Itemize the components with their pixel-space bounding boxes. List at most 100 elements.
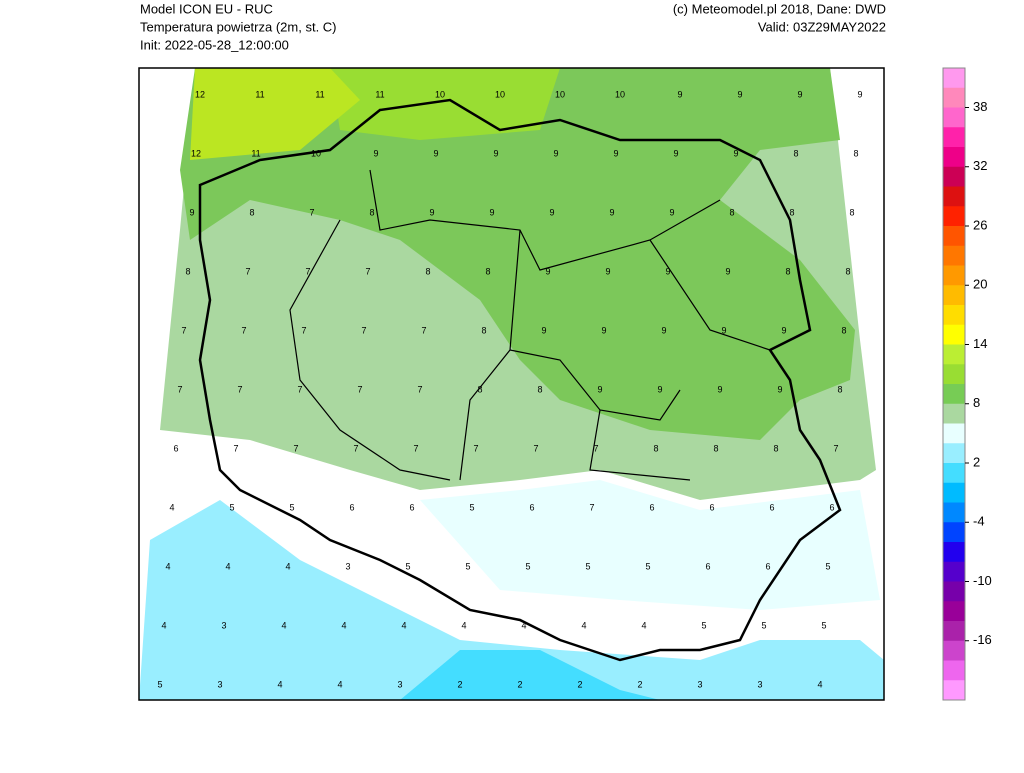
grid-value: 5 [825,561,830,571]
grid-value: 2 [457,679,462,689]
grid-value: 7 [233,443,238,453]
grid-value: 8 [793,148,798,158]
grid-value: 9 [429,207,434,217]
variable-title: Temperatura powietrza (2m, st. C) [140,19,337,34]
grid-value: 12 [191,148,201,158]
colorbar-bin [943,403,965,424]
grid-value: 5 [701,620,706,630]
grid-value: 7 [593,443,598,453]
colorbar-bin [943,87,965,108]
colorbar-bin [943,522,965,543]
grid-value: 8 [477,384,482,394]
grid-value: 7 [297,384,302,394]
grid-value: 8 [773,443,778,453]
colorbar-bin [943,226,965,247]
grid-value: 6 [173,443,178,453]
colorbar-bin [943,245,965,266]
grid-value: 9 [597,384,602,394]
colorbar-label: 2 [973,454,980,469]
grid-value: 7 [245,266,250,276]
field-lime [330,68,560,140]
grid-value: 8 [185,266,190,276]
country-border [198,98,842,662]
copyright: (c) Meteomodel.pl 2018, Dane: DWD [673,1,886,16]
grid-value: 7 [417,384,422,394]
map-frame [138,67,885,701]
grid-value: 6 [409,502,414,512]
colorbar-label: -10 [973,573,992,588]
grid-value: 8 [537,384,542,394]
grid-value: 7 [309,207,314,217]
grid-value: 9 [777,384,782,394]
grid-value: 8 [481,325,486,335]
grid-value: 6 [705,561,710,571]
grid-value: 9 [725,266,730,276]
grid-value: 11 [251,148,260,158]
colorbar-bin [943,127,965,148]
grid-value: 8 [785,266,790,276]
grid-value: 9 [433,148,438,158]
colorbar-frame [942,67,966,701]
grid-value: 7 [833,443,838,453]
colorbar-bin [943,542,965,563]
grid-value: 7 [237,384,242,394]
colorbar-bin [943,364,965,385]
grid-value: 7 [241,325,246,335]
grid-value: 4 [169,502,174,512]
grid-value: 5 [289,502,294,512]
grid-value: 6 [765,561,770,571]
grid-value: 9 [661,325,666,335]
grid-value: 8 [853,148,858,158]
colorbar-bin [943,206,965,227]
grid-value: 11 [315,89,324,99]
grid-value: 5 [465,561,470,571]
grid-value: 10 [311,148,321,158]
grid-value: 4 [341,620,346,630]
colorbar-bin [943,660,965,681]
colorbar-bin [943,640,965,661]
colorbar-bin [943,463,965,484]
region-borders [289,169,771,481]
grid-value: 9 [549,207,554,217]
colorbar-bin [943,680,965,701]
grid-value: 3 [221,620,226,630]
grid-values: 12 11 11 11 10 10 10 10 9 9 9 9 12 11 10 9 9 9 9 9 9 9 8 8 9 8 7 8 9… [157,89,862,689]
grid-value: 9 [553,148,558,158]
grid-value: 4 [165,561,170,571]
grid-value: 5 [405,561,410,571]
grid-value: 5 [525,561,530,571]
grid-value: 4 [285,561,290,571]
colorbar-bin [943,601,965,622]
colorbar-bin [943,166,965,187]
colorbar-bin [943,107,965,128]
grid-value: 9 [489,207,494,217]
grid-value: 7 [353,443,358,453]
grid-value: 8 [729,207,734,217]
grid-value: 8 [485,266,490,276]
grid-value: 9 [677,89,682,99]
grid-value: 4 [521,620,526,630]
grid-value: 4 [337,679,342,689]
map-area [138,67,885,701]
grid-value: 3 [397,679,402,689]
grid-value: 7 [181,325,186,335]
colorbar: 38 32 26 20 14 8 2 -4 -10 -16 [942,67,992,701]
grid-value: 7 [293,443,298,453]
grid-value: 7 [177,384,182,394]
colorbar-bin [943,423,965,444]
grid-value: 9 [613,148,618,158]
grid-value: 6 [829,502,834,512]
grid-value: 2 [637,679,642,689]
grid-value: 7 [365,266,370,276]
grid-value: 9 [717,384,722,394]
grid-value: 6 [529,502,534,512]
colorbar-label: 32 [973,158,987,173]
grid-value: 9 [857,89,862,99]
grid-value: 9 [721,325,726,335]
grid-value: 4 [277,679,282,689]
colorbar-bin [943,324,965,345]
colorbar-label: 8 [973,395,980,410]
grid-value: 7 [473,443,478,453]
colorbar-bin [943,502,965,523]
